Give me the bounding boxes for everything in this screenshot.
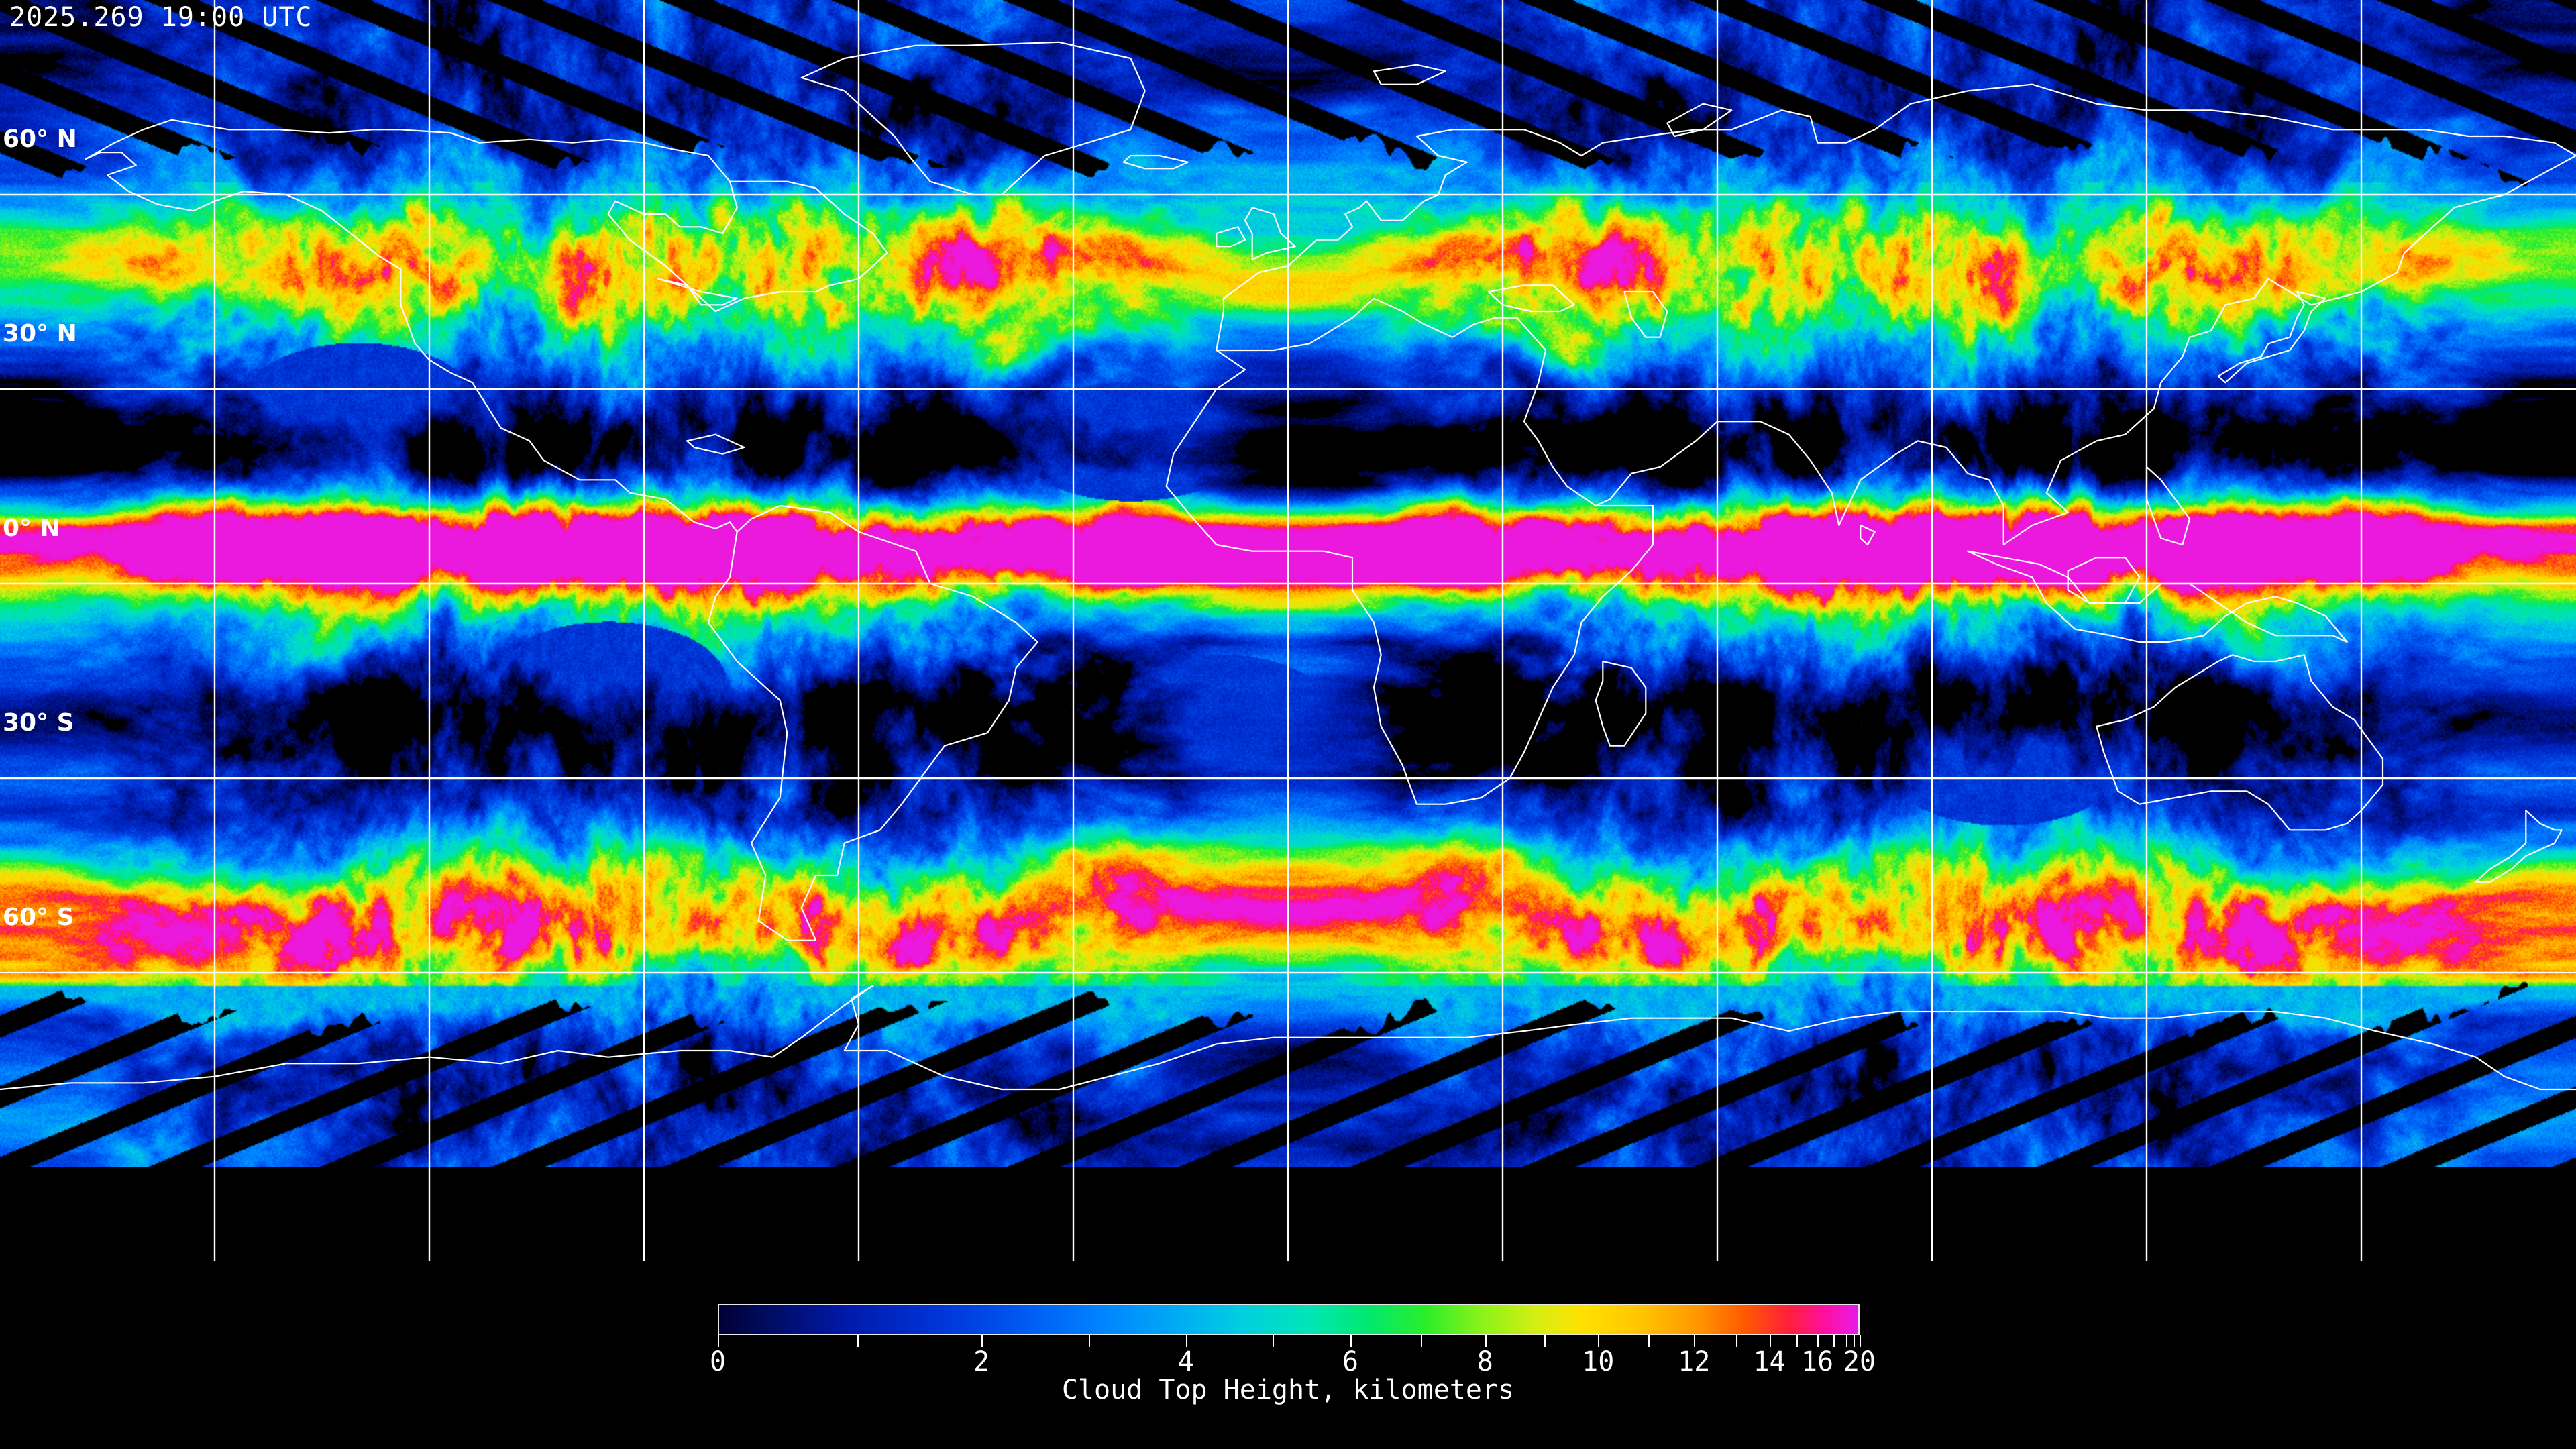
coastline-path [800,41,1146,196]
timestamp-label: 2025.269 19:00 UTC [9,2,313,33]
graticule-layer [0,0,2576,1261]
coastline-path [2096,654,2384,831]
colorbar-tick-label: 0 [709,1346,727,1377]
lat-label-0: 0° N [3,515,60,542]
lat-label-30n: 30° N [3,320,77,347]
colorbar-tick [1845,1335,1847,1347]
colorbar-tick-label: 4 [1177,1346,1194,1377]
colorbar-tick [1350,1335,1352,1347]
coastline-path [686,433,745,455]
colorbar-tick-labels: 0 2 4 6 8 10 12 14 16 20 [710,1346,1876,1379]
coastline-path [1122,154,1189,170]
colorbar-tick [1273,1335,1275,1347]
coastline-path [85,119,888,313]
coastline-path [2067,557,2141,604]
colorbar: 0 2 4 6 8 10 12 14 16 20 [710,1304,1876,1379]
colorbar-tick [1089,1335,1091,1347]
coastline-path [1216,226,1246,248]
coastline-path [2217,290,2326,384]
coastline-path [1967,550,2348,643]
colorbar-tick-label: 2 [973,1346,990,1377]
colorbar-tick-label: 12 [1678,1346,1711,1377]
coastline-path [2145,466,2191,546]
colorbar-tick [718,1335,719,1347]
colorbar-tick [1544,1335,1546,1347]
colorbar-caption: Cloud Top Height, kilometers [1061,1375,1515,1405]
colorbar-tick-label: 20 [1843,1346,1876,1377]
coastline-path [1487,284,1575,313]
colorbar-tick [1648,1335,1650,1347]
coastline-path [657,278,738,306]
colorbar-tick-label: 8 [1477,1346,1493,1377]
colorbar-tick-label: 16 [1801,1346,1834,1377]
colorbar-tick [1736,1335,1738,1347]
colorbar-tick [1694,1335,1696,1347]
colorbar-tick [857,1335,859,1347]
coastline-path [2475,810,2563,883]
coastline-path [1165,297,1654,805]
coastline-path [1595,154,2576,546]
colorbar-tick [1796,1335,1799,1347]
lat-label-60n: 60° N [3,125,77,153]
coastline-path [1666,103,1733,138]
colorbar-tick [1817,1335,1819,1347]
colorbar-tick [1854,1335,1856,1347]
lat-label-60s: 60° S [3,904,74,931]
colorbar-tick [1833,1335,1835,1347]
colorbar-tick [1185,1335,1187,1347]
lat-label-30s: 30° S [3,709,74,737]
colorbar-tick [1769,1335,1771,1347]
colorbar-tick [1598,1335,1600,1347]
coastline-path [1373,64,1446,85]
colorbar-tick-label: 10 [1582,1346,1615,1377]
colorbar-ticks [718,1335,1861,1348]
colorbar-tick-label: 6 [1342,1346,1358,1377]
coastline-path [1595,660,1647,747]
coastline-path [1244,207,1296,260]
colorbar-tick [1860,1335,1861,1347]
coastline-path [1623,290,1668,338]
map-vector-overlay [0,0,2576,1261]
coastline-path [1216,83,2576,352]
colorbar-tick [981,1335,983,1347]
colorbar-tick [1421,1335,1423,1347]
coastline-path [85,152,1038,941]
coastline-path [1860,524,1876,546]
map-panel: 2025.269 19:00 UTC 60° N 30° N 0° N 30° … [0,0,2576,1261]
coastline-layer [0,41,2576,1091]
coastline-path [0,985,2576,1091]
colorbar-gradient [718,1304,1860,1335]
colorbar-tick-label: 14 [1753,1346,1786,1377]
colorbar-tick [1485,1335,1487,1347]
